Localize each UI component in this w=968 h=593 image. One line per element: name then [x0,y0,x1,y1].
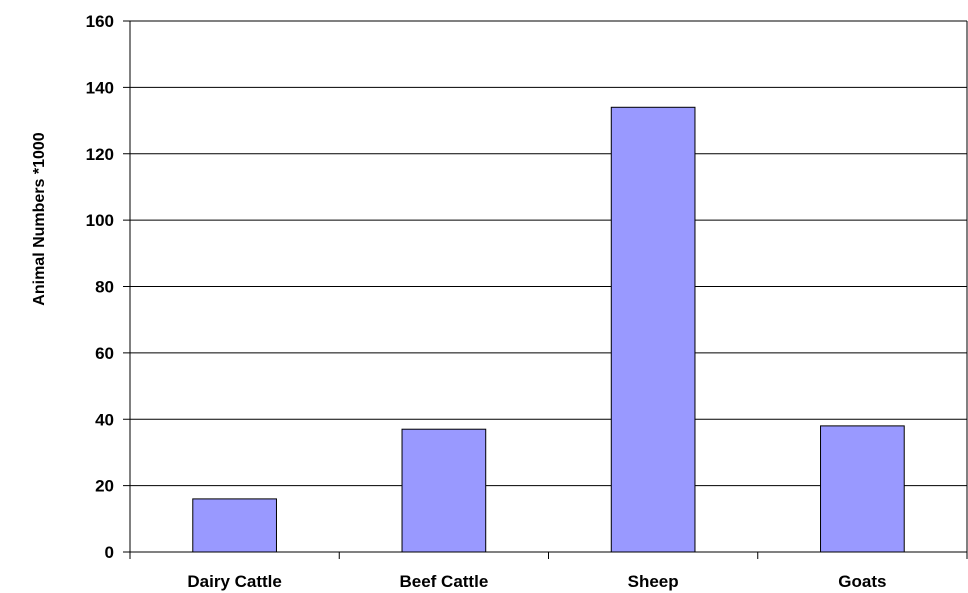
y-tick-label: 160 [86,12,114,31]
y-tick-label: 80 [95,278,114,297]
y-tick-label: 40 [95,410,114,429]
x-tick-labels: Dairy Cattle Beef Cattle Sheep Goats [187,572,886,591]
bar-sheep [611,107,695,552]
bar-beef-cattle [402,429,486,552]
x-tick-label: Goats [838,572,886,591]
x-tick-label: Dairy Cattle [187,572,281,591]
bar-goats [821,426,905,552]
x-tick-label: Beef Cattle [399,572,488,591]
y-tick-label: 60 [95,344,114,363]
y-tick-label: 0 [105,543,114,562]
y-tick-label: 100 [86,211,114,230]
gridlines [130,21,967,486]
bar-dairy-cattle [193,499,277,552]
y-tick-label: 20 [95,477,114,496]
y-tick-label: 140 [86,78,114,97]
x-tick-label: Sheep [628,572,679,591]
y-tick-labels: 0 20 40 60 80 100 120 140 160 [86,12,114,562]
y-axis-title: Animal Numbers *1000 [31,132,48,306]
y-tick-label: 120 [86,145,114,164]
